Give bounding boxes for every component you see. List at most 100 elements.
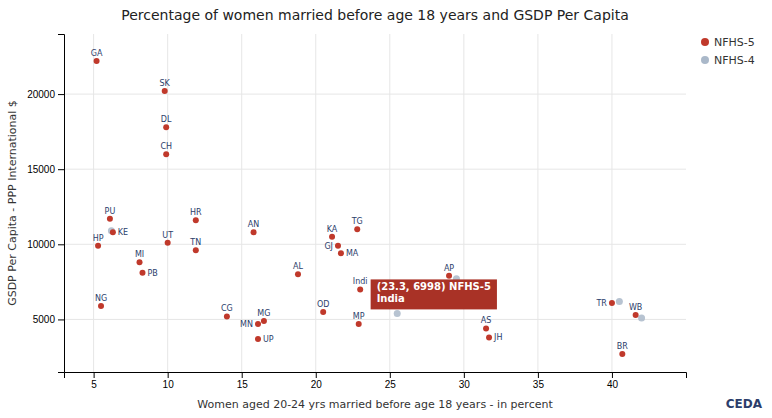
tick-label: 20000 — [27, 89, 55, 100]
point-label: KA — [327, 225, 338, 234]
tick: 5 — [91, 372, 97, 390]
point-label: PB — [147, 269, 157, 278]
point — [354, 226, 360, 232]
point-label: CH — [160, 142, 172, 151]
legend-marker — [701, 56, 709, 64]
point-label: TN — [189, 238, 201, 247]
point-label: AN — [248, 220, 259, 229]
point-label: BR — [617, 342, 628, 351]
tick-mark — [94, 372, 95, 378]
point-label: UT — [162, 231, 173, 240]
tooltip-text: India — [377, 293, 405, 304]
point — [165, 240, 171, 246]
tick: 5000 — [33, 314, 64, 325]
point — [633, 312, 639, 318]
point — [255, 336, 261, 342]
point-label: HR — [190, 208, 202, 217]
tick-label: 10 — [163, 379, 175, 390]
grid-line-x — [389, 34, 390, 372]
point — [193, 217, 199, 223]
point-label: TR — [595, 299, 607, 308]
point-label: SK — [160, 79, 171, 88]
point — [163, 124, 169, 130]
point-label: JH — [493, 333, 502, 342]
point — [110, 229, 116, 235]
point — [619, 351, 625, 357]
point-label: WB — [629, 303, 642, 312]
axis-line — [58, 35, 65, 373]
point — [137, 259, 143, 265]
point-label: PU — [105, 207, 116, 216]
grid — [64, 34, 686, 372]
point-label: UP — [263, 335, 274, 344]
legend-label: NFHS-5 — [714, 36, 755, 49]
tick: 25 — [385, 372, 397, 390]
point-label: MA — [346, 249, 359, 258]
point — [320, 309, 326, 315]
point-label: AS — [481, 316, 492, 325]
point — [394, 310, 401, 317]
tick: 35 — [533, 372, 545, 390]
tick-label: 15 — [237, 379, 249, 390]
point-label: DL — [161, 115, 172, 124]
point-label: AP — [444, 264, 454, 273]
title: Percentage of women married before age 1… — [121, 7, 629, 23]
point — [329, 234, 335, 240]
x-axis: 510152025303540 — [65, 372, 687, 390]
point-label: KE — [118, 228, 128, 237]
point-label: OD — [317, 300, 329, 309]
grid-line-x — [611, 34, 612, 372]
tick: 10 — [163, 372, 175, 390]
grid-line-x — [463, 34, 464, 372]
tick-label: 5000 — [33, 314, 56, 325]
x-axis-title: Women aged 20-24 yrs married before age … — [197, 398, 553, 411]
point — [255, 321, 261, 327]
point — [261, 318, 267, 324]
tick-label: 10000 — [27, 239, 55, 250]
y-axis: 5000 10000 15000 20000 — [27, 35, 64, 373]
point — [338, 250, 344, 256]
point — [638, 314, 645, 321]
tick-mark — [390, 372, 391, 378]
tick-label: 25 — [385, 379, 397, 390]
point — [609, 300, 615, 306]
point — [107, 216, 113, 222]
point-label: HP — [93, 234, 104, 243]
points — [94, 58, 645, 357]
legend-item: NFHS-4 — [701, 54, 755, 67]
legend: NFHS-5 NFHS-4 — [701, 36, 755, 67]
grid-line-x — [537, 34, 538, 372]
grid-line-y — [64, 94, 686, 95]
axis-line — [65, 373, 687, 379]
tick-mark — [58, 169, 64, 170]
point — [251, 229, 257, 235]
point — [356, 321, 362, 327]
point-label: TG — [351, 217, 363, 226]
tick: 15 — [237, 372, 249, 390]
point — [139, 270, 145, 276]
point-label: NG — [95, 294, 107, 303]
tick-mark — [316, 372, 317, 378]
tick: 10000 — [27, 239, 64, 250]
point — [335, 243, 341, 249]
tick: 20000 — [27, 89, 64, 100]
point-label: MN — [240, 320, 253, 329]
tick-mark — [58, 244, 64, 245]
point — [94, 58, 100, 64]
point — [486, 334, 492, 340]
point-label: MP — [353, 312, 365, 321]
tooltip-box — [371, 279, 497, 309]
point — [295, 271, 301, 277]
point — [98, 303, 104, 309]
point-label: CG — [221, 304, 233, 313]
tick-label: 15000 — [27, 164, 55, 175]
legend-item: NFHS-5 — [701, 36, 755, 49]
point-label: MI — [135, 250, 144, 259]
tick-mark — [242, 372, 243, 378]
point-label: AL — [293, 262, 303, 271]
tick-mark — [168, 372, 169, 378]
point — [224, 313, 230, 319]
tick-mark — [612, 372, 613, 378]
point — [357, 286, 363, 292]
tick: 40 — [607, 372, 619, 390]
